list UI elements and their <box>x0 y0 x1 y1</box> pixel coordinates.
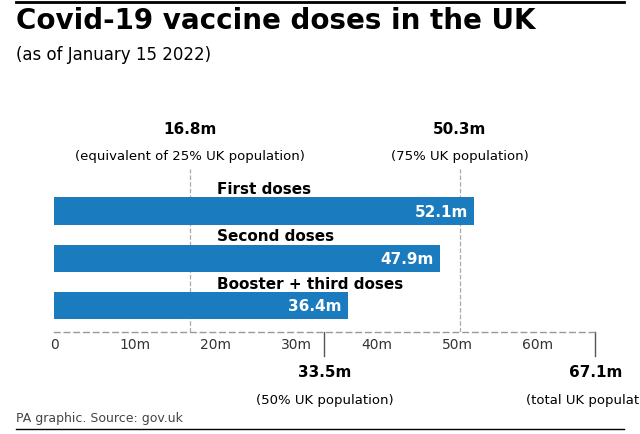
Text: 33.5m: 33.5m <box>298 365 351 379</box>
Text: (equivalent of 25% UK population): (equivalent of 25% UK population) <box>75 150 305 163</box>
Bar <box>54 245 440 273</box>
Bar <box>54 293 348 320</box>
Text: Second doses: Second doses <box>216 229 334 244</box>
Text: (50% UK population): (50% UK population) <box>255 393 393 406</box>
Text: First doses: First doses <box>216 182 311 197</box>
Text: 67.1m: 67.1m <box>568 365 622 379</box>
Text: Covid-19 vaccine doses in the UK: Covid-19 vaccine doses in the UK <box>16 7 536 34</box>
Text: (total UK population): (total UK population) <box>526 393 640 406</box>
Bar <box>54 198 474 225</box>
Text: 50.3m: 50.3m <box>433 122 486 137</box>
Text: Booster + third doses: Booster + third doses <box>216 276 403 291</box>
Text: PA graphic. Source: gov.uk: PA graphic. Source: gov.uk <box>16 411 183 424</box>
Text: (75% UK population): (75% UK population) <box>391 150 529 163</box>
Text: 36.4m: 36.4m <box>288 299 341 313</box>
Text: 52.1m: 52.1m <box>415 204 468 219</box>
Text: 47.9m: 47.9m <box>381 251 434 266</box>
Text: (as of January 15 2022): (as of January 15 2022) <box>16 46 211 63</box>
Text: 16.8m: 16.8m <box>163 122 216 137</box>
